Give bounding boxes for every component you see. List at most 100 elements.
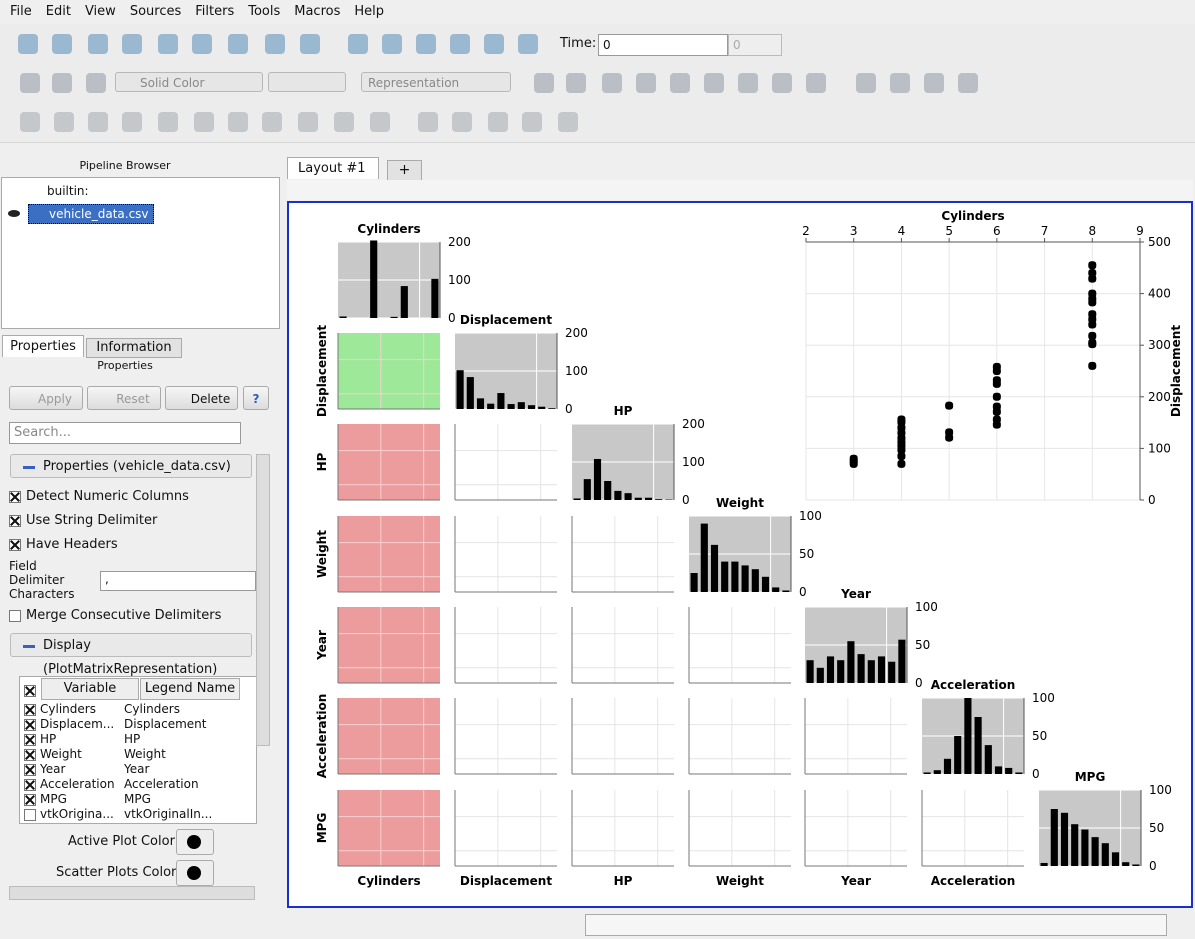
- table-row[interactable]: HP HP: [24, 732, 252, 747]
- time-input[interactable]: 0: [598, 34, 728, 56]
- toolbar-icon[interactable]: [300, 34, 320, 54]
- pipeline-item-selected[interactable]: vehicle_data.csv: [28, 204, 154, 224]
- toolbar-icon[interactable]: [452, 112, 472, 132]
- histogram-title: HP: [614, 404, 633, 418]
- toolbar-icon[interactable]: [88, 112, 108, 132]
- toolbar-icon[interactable]: [122, 34, 142, 54]
- toolbar-icon[interactable]: [704, 73, 724, 93]
- menu-item[interactable]: Sources: [129, 4, 182, 19]
- toolbar-icon[interactable]: [52, 73, 72, 93]
- histogram-bar: [837, 660, 845, 683]
- toolbar-icon[interactable]: [158, 34, 178, 54]
- histogram-bar: [721, 561, 729, 592]
- x-tick-label: 9: [1136, 224, 1144, 238]
- toolbar-icon[interactable]: [54, 112, 74, 132]
- table-header[interactable]: Variable: [41, 678, 139, 700]
- toolbar-icon[interactable]: [636, 73, 656, 93]
- toolbar-icon[interactable]: [566, 73, 586, 93]
- toolbar-icon[interactable]: [488, 112, 508, 132]
- toolbar-icon[interactable]: [856, 73, 876, 93]
- x-tick-label: 7: [1041, 224, 1049, 238]
- pipeline-item[interactable]: builtin:: [47, 184, 89, 198]
- table-row[interactable]: Year Year: [24, 762, 252, 777]
- menu-item[interactable]: File: [10, 4, 32, 19]
- toolbar-icon[interactable]: [958, 73, 978, 93]
- toolbar-icon[interactable]: [602, 73, 622, 93]
- visibility-eye[interactable]: [8, 210, 20, 217]
- table-row[interactable]: Displacem... Displacement: [24, 717, 252, 732]
- checkbox-row[interactable]: Detect Numeric Columns: [9, 489, 189, 504]
- toolbar-icon[interactable]: [192, 34, 212, 54]
- checkbox-label: Have Headers: [26, 537, 118, 552]
- menu-item[interactable]: Tools: [248, 4, 281, 19]
- menu-item[interactable]: Filters: [195, 4, 235, 19]
- merge-checkbox[interactable]: Merge Consecutive Delimiters: [9, 608, 221, 623]
- table-row[interactable]: vtkOrigina... vtkOriginalIn...: [24, 807, 252, 822]
- toolbar-icon[interactable]: [298, 112, 318, 132]
- histogram-bar: [954, 736, 962, 774]
- toolbar-icon[interactable]: [738, 73, 758, 93]
- toolbar-icon[interactable]: [262, 112, 282, 132]
- reset-button[interactable]: Reset: [87, 386, 161, 410]
- color-by-combo[interactable]: Solid Color: [115, 72, 263, 92]
- table-row[interactable]: Acceleration Acceleration: [24, 777, 252, 792]
- toolbar-icon[interactable]: [450, 34, 470, 54]
- scatter-plots-color-button[interactable]: [176, 860, 214, 886]
- field-delimiter-input[interactable]: ,: [100, 571, 256, 591]
- toolbar-icon[interactable]: [18, 34, 38, 54]
- toolbar-icon[interactable]: [370, 112, 390, 132]
- menu-item[interactable]: Macros: [294, 4, 341, 19]
- time-index[interactable]: 0: [728, 34, 782, 56]
- scatter-point: [992, 402, 1001, 411]
- toolbar-icon[interactable]: [158, 112, 178, 132]
- checkbox-row[interactable]: Have Headers: [9, 537, 118, 552]
- h-scrollbar[interactable]: [9, 886, 255, 900]
- toolbar-icon[interactable]: [228, 34, 248, 54]
- toolbar-icon[interactable]: [534, 73, 554, 93]
- table-row[interactable]: Weight Weight: [24, 747, 252, 762]
- toolbar-icon[interactable]: [416, 34, 436, 54]
- delete-button[interactable]: Delete: [165, 386, 238, 410]
- table-header[interactable]: Legend Name: [140, 678, 240, 700]
- toolbar-icon[interactable]: [265, 34, 285, 54]
- component-combo[interactable]: [268, 72, 346, 92]
- section-display[interactable]: Display (PlotMatrixRepresentation): [10, 633, 252, 677]
- toolbar-icon[interactable]: [418, 112, 438, 132]
- table-row[interactable]: Cylinders Cylinders: [24, 702, 252, 717]
- toolbar-icon[interactable]: [890, 73, 910, 93]
- menu-item[interactable]: View: [84, 4, 116, 19]
- toolbar-icon[interactable]: [52, 34, 72, 54]
- checkbox-row[interactable]: Use String Delimiter: [9, 513, 157, 528]
- menu-item[interactable]: Help: [354, 4, 385, 19]
- search-input[interactable]: Search...: [9, 422, 241, 444]
- apply-button[interactable]: Apply: [9, 386, 83, 410]
- toolbar-icon[interactable]: [382, 34, 402, 54]
- representation-combo[interactable]: Representation: [361, 72, 511, 92]
- toolbar-icon[interactable]: [20, 112, 40, 132]
- toolbar-icon[interactable]: [522, 112, 542, 132]
- toolbar-icon[interactable]: [86, 73, 106, 93]
- toolbar-icon[interactable]: [88, 34, 108, 54]
- toolbar-icon[interactable]: [20, 73, 40, 93]
- active-plot-color-button[interactable]: [176, 829, 214, 855]
- toolbar-icon[interactable]: [348, 34, 368, 54]
- toolbar-icon[interactable]: [558, 112, 578, 132]
- layout-tab[interactable]: Layout #1: [287, 157, 379, 179]
- help-button[interactable]: ?: [243, 386, 269, 410]
- menu-item[interactable]: Edit: [45, 4, 71, 19]
- toolbar-icon[interactable]: [670, 73, 690, 93]
- toolbar-icon[interactable]: [334, 112, 354, 132]
- toolbar-icon[interactable]: [122, 112, 142, 132]
- toolbar-icon[interactable]: [484, 34, 504, 54]
- table-row[interactable]: MPG MPG: [24, 792, 252, 807]
- toolbar-icon[interactable]: [518, 34, 538, 54]
- toolbar-icon[interactable]: [194, 112, 214, 132]
- toolbar-icon[interactable]: [806, 73, 826, 93]
- tab-properties[interactable]: Properties: [2, 335, 84, 357]
- toolbar-icon[interactable]: [924, 73, 944, 93]
- toolbar-icon[interactable]: [228, 112, 248, 132]
- tab-information[interactable]: Information: [86, 338, 182, 358]
- toolbar-icon[interactable]: [772, 73, 792, 93]
- scrollbar[interactable]: [256, 454, 270, 746]
- section-properties[interactable]: Properties (vehicle_data.csv): [10, 454, 252, 478]
